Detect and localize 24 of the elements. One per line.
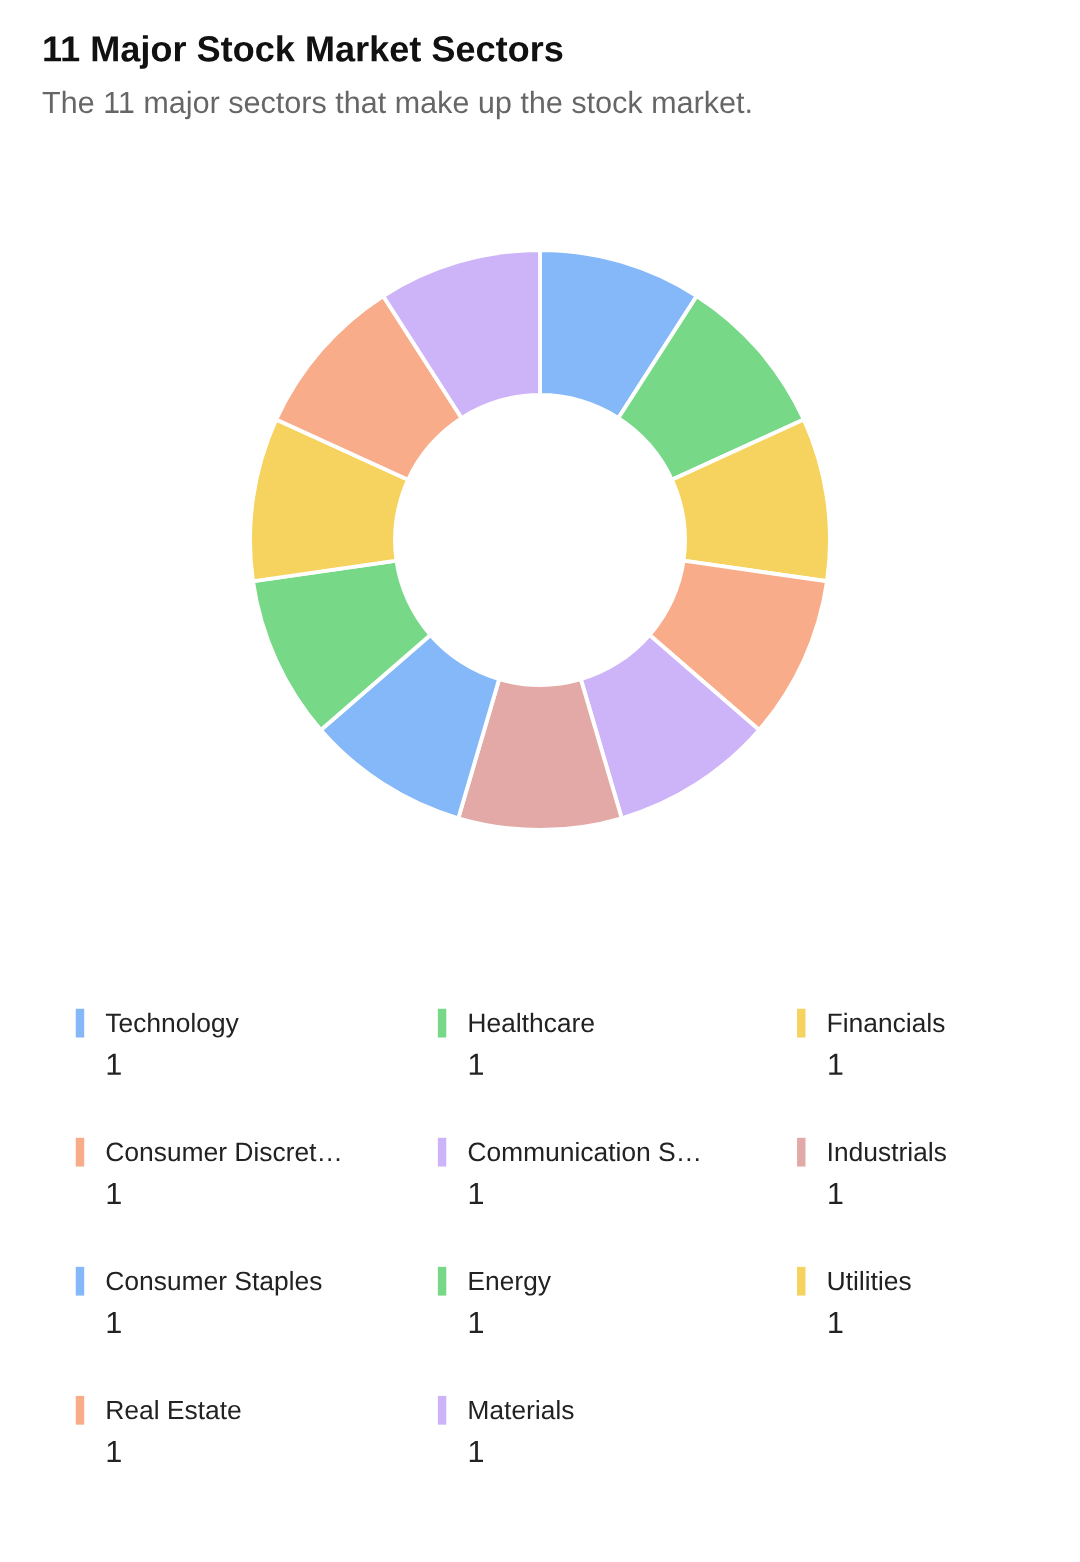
data-label: 1 [107,1053,121,1075]
data-label: 1 [107,1440,121,1462]
legend-label: Consumer Discret… [106,1141,340,1162]
chart-subtitle: The 11 major sectors that make up the stock market. [42,90,751,120]
data-label: 1 [469,1053,483,1075]
data-label: 1 [829,1311,843,1333]
legend-label: Energy [469,1271,551,1296]
legend-label: Real Estate [107,1399,241,1420]
legend-label: Industrials [829,1141,946,1162]
legend-label: Healthcare [469,1012,594,1033]
legend-label: Communication S… [468,1141,699,1162]
data-label: 1 [829,1182,843,1204]
legend-label: Materials [469,1399,574,1420]
legend-label: Utilities [828,1270,911,1291]
legend-label: Consumer Staples [106,1270,322,1296]
data-label: 1 [107,1311,121,1333]
legend-label: Technology [105,1012,239,1038]
data-label: 1 [829,1053,843,1075]
data-label: 1 [469,1311,483,1333]
chart-title: 11 Major Stock Market Sectors [44,35,563,69]
data-label: 1 [469,1440,483,1462]
data-label: 1 [107,1182,121,1204]
legend-label: Financials [828,1012,945,1033]
data-label: 1 [469,1182,483,1204]
